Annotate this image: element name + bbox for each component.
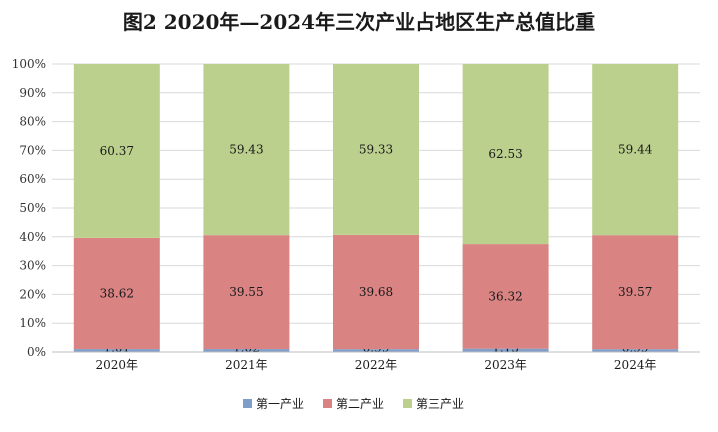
y-tick-label: 50% <box>19 201 46 215</box>
x-tick-label: 2021年 <box>225 358 268 372</box>
bar-segment <box>333 234 419 350</box>
data-label: 36.32 <box>488 289 522 303</box>
y-tick-label: 100% <box>12 57 46 71</box>
data-label: 59.33 <box>359 142 393 156</box>
y-tick-label: 0% <box>27 345 46 359</box>
y-tick-label: 60% <box>19 172 46 186</box>
y-tick-label: 10% <box>19 316 46 330</box>
x-tick-label: 2023年 <box>484 358 527 372</box>
x-tick-label: 2022年 <box>355 358 398 372</box>
data-label: 60.37 <box>100 144 134 158</box>
y-tick-label: 80% <box>19 115 46 129</box>
bar-segment <box>203 235 290 350</box>
bar-segment <box>462 64 549 245</box>
data-label: 39.57 <box>618 285 652 299</box>
bar-segment <box>462 244 549 349</box>
bar-segment <box>462 348 549 352</box>
legend-swatch <box>243 399 252 408</box>
legend-label: 第三产业 <box>416 397 464 411</box>
data-label: 39.55 <box>229 285 263 299</box>
bar-segment <box>203 349 290 352</box>
data-label: 62.53 <box>488 147 522 161</box>
y-tick-label: 20% <box>19 287 46 301</box>
bar-segment <box>203 64 290 236</box>
legend-label: 第一产业 <box>256 397 304 411</box>
bar-segment <box>333 64 419 235</box>
bar-segment <box>73 237 160 350</box>
bar-segment <box>73 64 160 238</box>
y-tick-label: 40% <box>19 230 46 244</box>
x-tick-label: 2024年 <box>614 358 657 372</box>
data-label: 59.43 <box>229 143 263 157</box>
legend-label: 第二产业 <box>336 397 384 411</box>
bar-segment <box>592 235 679 350</box>
legend-swatch <box>323 399 332 408</box>
bar-segment <box>592 349 679 352</box>
data-label: 39.68 <box>359 285 393 299</box>
bar-segment <box>592 64 679 236</box>
bar-segment <box>333 349 419 352</box>
bar-segment <box>73 349 160 352</box>
y-tick-label: 30% <box>19 259 46 273</box>
x-tick-label: 2020年 <box>96 358 139 372</box>
data-label: 38.62 <box>100 286 134 300</box>
legend-swatch <box>403 399 412 408</box>
data-label: 59.44 <box>618 143 653 157</box>
y-tick-label: 90% <box>19 86 46 100</box>
chart-title: 图2 2020年—2024年三次产业占地区生产总值比重 <box>122 10 596 34</box>
y-tick-label: 70% <box>19 143 46 157</box>
